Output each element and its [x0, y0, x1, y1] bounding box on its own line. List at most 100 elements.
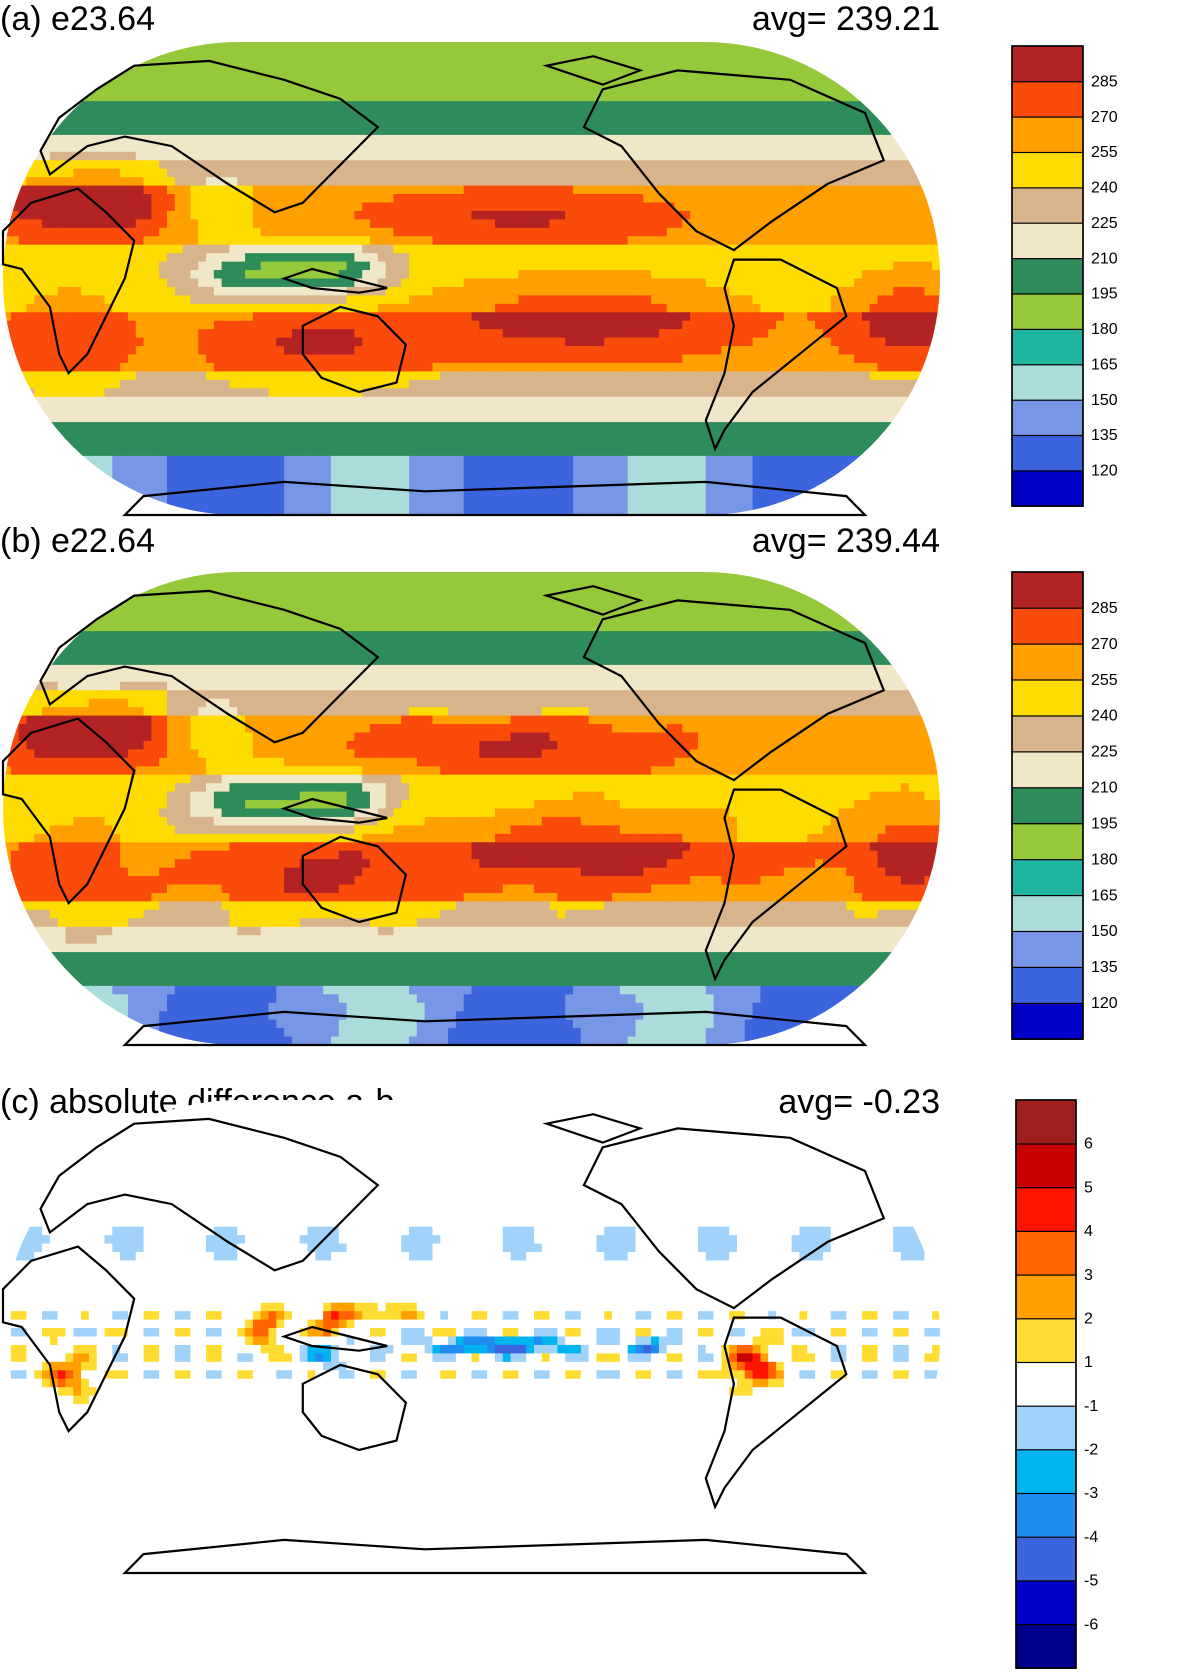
- map-cell: [268, 118, 277, 128]
- map-cell: [315, 354, 324, 364]
- map-cell: [260, 118, 270, 128]
- map-cell: [541, 109, 551, 119]
- map-cell: [924, 210, 933, 220]
- map-cell: [206, 371, 215, 381]
- map-cell: [627, 227, 637, 237]
- map-cell: [182, 320, 191, 330]
- map-cell: [10, 143, 20, 153]
- map-cell: [424, 84, 434, 94]
- map-cell: [276, 126, 285, 136]
- map-cell: [619, 379, 629, 389]
- map-cell: [651, 210, 660, 220]
- map-cell: [815, 50, 824, 60]
- map-cell: [120, 219, 129, 229]
- map-cell: [877, 312, 886, 322]
- map-cell: [893, 312, 902, 322]
- map-cell: [315, 134, 324, 144]
- map-cell: [752, 185, 762, 195]
- map-cell: [112, 143, 121, 153]
- map-cell: [721, 160, 730, 170]
- map-cell: [573, 118, 582, 128]
- map-cell: [627, 362, 637, 373]
- map-cell: [338, 134, 348, 144]
- map-cell: [49, 42, 59, 52]
- map-cell: [908, 320, 918, 330]
- map-cell: [354, 362, 363, 373]
- map-cell: [885, 261, 894, 271]
- map-cell: [541, 227, 551, 237]
- map-cell: [604, 92, 613, 102]
- map-cell: [276, 42, 285, 52]
- map-cell: [174, 50, 184, 60]
- map-cell: [908, 303, 918, 313]
- map-cell: [494, 236, 504, 246]
- map-cell: [854, 151, 863, 161]
- map-cell: [432, 278, 441, 288]
- panel-a-title: (a) e23.64: [0, 2, 155, 36]
- map-cell: [369, 261, 379, 271]
- map-cell: [487, 134, 496, 144]
- map-cell: [135, 286, 145, 296]
- map-cell: [744, 253, 754, 263]
- map-cell: [416, 227, 426, 237]
- map-cell: [213, 151, 223, 161]
- map-cell: [73, 67, 82, 77]
- map-cell: [502, 160, 512, 170]
- map-cell: [393, 92, 402, 102]
- map-cell: [690, 50, 699, 60]
- map-cell: [861, 126, 871, 136]
- map-cell: [73, 354, 82, 364]
- map-cell: [432, 42, 441, 52]
- map-cell: [729, 362, 738, 373]
- map-cell: [526, 261, 535, 271]
- map-cell: [424, 101, 434, 111]
- map-cell: [604, 329, 613, 339]
- map-cell: [846, 160, 855, 170]
- map-cell: [369, 329, 379, 339]
- map-cell: [924, 303, 933, 313]
- map-cell: [166, 227, 176, 237]
- map-cell: [268, 379, 277, 389]
- map-cell: [768, 236, 777, 246]
- map-cell: [377, 84, 387, 94]
- map-cell: [822, 219, 832, 229]
- map-cell: [713, 92, 722, 102]
- map-cell: [830, 219, 840, 229]
- map-cell: [612, 320, 621, 330]
- map-cell: [588, 168, 598, 178]
- map-cell: [424, 219, 434, 229]
- map-cell: [307, 134, 316, 144]
- map-cell: [697, 101, 707, 111]
- map-cell: [3, 84, 12, 94]
- map-cell: [221, 58, 231, 68]
- map-cell: [198, 67, 207, 77]
- map-cell: [151, 92, 160, 102]
- map-cell: [401, 151, 410, 161]
- map-cell: [471, 58, 480, 68]
- map-cell: [354, 227, 363, 237]
- map-cell: [502, 286, 512, 296]
- map-cell: [580, 92, 590, 102]
- map-cell: [166, 177, 176, 187]
- map-cell: [526, 160, 535, 170]
- map-cell: [338, 126, 348, 136]
- map-cell: [229, 151, 238, 161]
- map-cell: [526, 168, 535, 178]
- map-cell: [627, 244, 637, 254]
- map-cell: [245, 42, 254, 52]
- map-cell: [487, 42, 496, 52]
- map-cell: [377, 185, 387, 195]
- map-cell: [682, 42, 691, 52]
- map-cell: [690, 379, 699, 389]
- map-cell: [432, 236, 441, 246]
- map-cell: [900, 168, 910, 178]
- map-cell: [299, 337, 309, 347]
- map-cell: [854, 101, 863, 111]
- map-cell: [432, 354, 441, 364]
- map-cell: [557, 354, 566, 364]
- map-cell: [284, 210, 293, 220]
- map-cell: [448, 379, 457, 389]
- map-cell: [799, 379, 808, 389]
- map-cell: [869, 354, 879, 364]
- map-cell: [34, 346, 43, 356]
